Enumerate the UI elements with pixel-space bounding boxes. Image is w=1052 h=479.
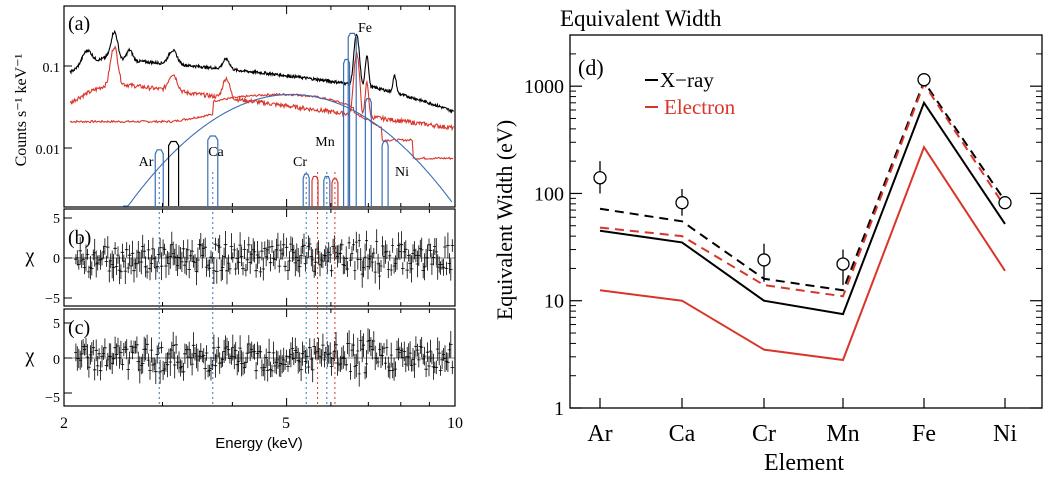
cr-line-profile xyxy=(302,173,310,206)
observed-point xyxy=(917,73,931,87)
observed-point xyxy=(593,171,607,185)
series-line-1 xyxy=(599,145,1006,362)
plot-frame xyxy=(569,34,1043,409)
line-label-cr: Cr xyxy=(293,155,307,170)
x-tick-label-mn: Mn xyxy=(826,421,859,447)
observed-point xyxy=(757,253,771,267)
panel-a-ylabel: Counts s⁻¹ keV⁻¹ xyxy=(13,53,30,166)
y-tick-label: 100 xyxy=(534,183,564,205)
x-axis-label: Element xyxy=(764,450,844,476)
panel-c-ytick-5: 5 xyxy=(53,317,60,332)
panel-b-ytick-m5: −5 xyxy=(45,292,60,307)
x-axis-label: Energy (keV) xyxy=(215,435,303,452)
line-marker-dashes xyxy=(158,172,336,406)
x-tick-10: 10 xyxy=(447,415,463,432)
ca-line-profile xyxy=(207,135,219,206)
panel-a-ytick-0.1: 0.1 xyxy=(43,61,61,76)
observed-point xyxy=(836,257,850,271)
electron-spectrum-curve xyxy=(69,44,455,132)
panel-b-ytick-0: 0 xyxy=(53,252,60,267)
line-label-mn: Mn xyxy=(315,135,334,150)
panel-a-frame xyxy=(63,5,456,208)
mn-line-profile xyxy=(323,175,331,206)
electron-continuum-curve xyxy=(69,92,454,161)
panel-c-tag: (c) xyxy=(68,317,90,339)
line-label-ca: Ca xyxy=(208,145,224,160)
panel-a-tag: (a) xyxy=(68,13,90,35)
x-tick-2: 2 xyxy=(60,415,68,432)
x-tick-label-ni: Ni xyxy=(993,421,1017,447)
y-tick-label: 10 xyxy=(544,291,564,313)
residual-points xyxy=(64,229,455,387)
line-label-fe: Fe xyxy=(358,21,372,36)
spectrum-curves xyxy=(69,29,455,207)
panel-d-tag: (d) xyxy=(578,55,604,80)
series-line-3 xyxy=(599,81,1006,298)
panel-b-tag: (b) xyxy=(68,227,91,249)
x-tick-5: 5 xyxy=(282,415,290,432)
x-tick-label-ca: Ca xyxy=(669,421,696,447)
series-lines xyxy=(599,79,1006,362)
y-tick-labels: 1 10 100 1000 xyxy=(524,76,564,420)
panel-c-ytick-m5: −5 xyxy=(45,391,60,406)
series-line-0 xyxy=(599,100,1006,316)
xray-continuum-curve xyxy=(123,93,453,207)
observed-point xyxy=(675,196,689,210)
legend-label-xray: X−ray xyxy=(660,68,714,92)
panel-c-frame xyxy=(63,308,456,407)
fe-main-line-profile xyxy=(347,32,357,206)
series-line-2 xyxy=(599,79,1006,292)
panel-b-ytick-5: 5 xyxy=(53,212,60,227)
y-tick-label: 1000 xyxy=(524,76,564,98)
ar-black-line-profile xyxy=(167,140,180,206)
y-axis-label: Equivalent Width (eV) xyxy=(492,120,517,320)
line-label-ar: Ar xyxy=(139,155,154,170)
left-axis-ticks xyxy=(63,6,456,406)
panel-c-residuals xyxy=(74,328,455,387)
panel-c-ylabel: χ xyxy=(25,345,35,367)
chart-title: Equivalent Width xyxy=(560,6,722,31)
panel-b-ylabel: χ xyxy=(25,245,35,267)
panel-b-residuals xyxy=(74,229,455,290)
observed-spectrum-curve xyxy=(69,29,454,114)
observed-point xyxy=(998,196,1012,210)
x-tick-label-fe: Fe xyxy=(912,421,936,447)
fe-kb-line-profile xyxy=(364,98,372,206)
observed-points xyxy=(593,73,1012,286)
y-axis-ticks xyxy=(570,34,1042,409)
cr-red-line-profile xyxy=(311,175,319,206)
x-tick-label-cr: Cr xyxy=(752,421,776,447)
equivalent-width-chart: Equivalent Width (d) X−ray Electron Equi… xyxy=(492,6,1043,476)
ni-line-profile xyxy=(381,140,389,206)
x-tick-labels: Ar Ca Cr Mn Fe Ni xyxy=(587,421,1017,447)
panel-c-ytick-0: 0 xyxy=(53,353,60,368)
x-tick-label-ar: Ar xyxy=(587,421,612,447)
legend-label-electron: Electron xyxy=(664,95,736,119)
legend: X−ray Electron xyxy=(645,68,736,119)
panel-a-ytick-0.01: 0.01 xyxy=(36,143,61,158)
ar-line-profile xyxy=(154,149,164,206)
line-label-ni: Ni xyxy=(395,165,409,180)
spectrum-figure: (a) (b) (c) Counts s⁻¹ keV⁻¹ χ χ 0.1 0.0… xyxy=(13,5,463,452)
y-tick-label: 1 xyxy=(554,398,564,420)
fe-line-profile xyxy=(342,58,351,206)
